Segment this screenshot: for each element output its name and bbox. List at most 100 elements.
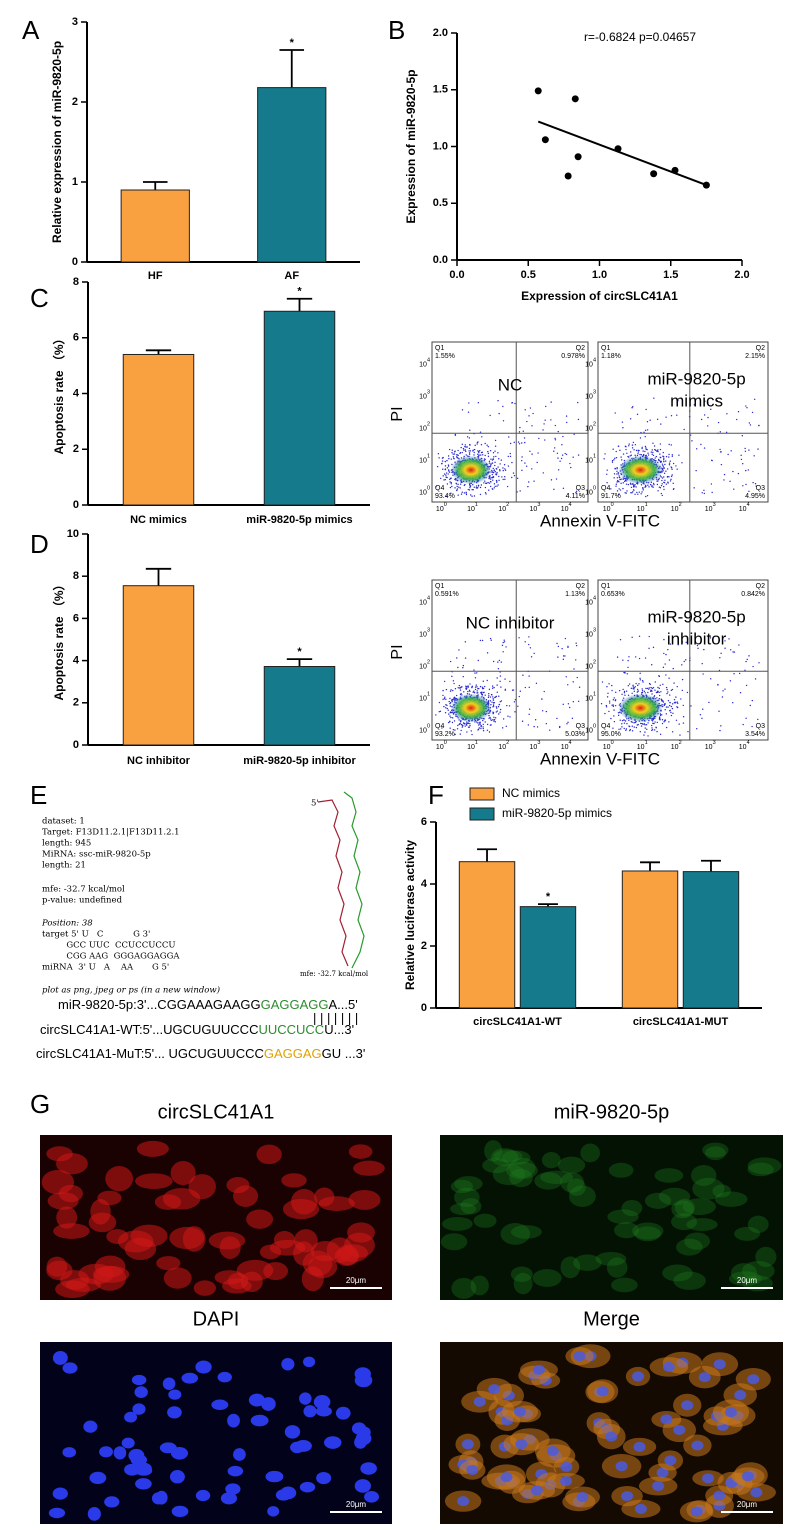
event-dot — [473, 692, 476, 694]
event-dot — [637, 690, 640, 692]
x-tick-label: 0.0 — [449, 269, 464, 281]
cell — [755, 1246, 777, 1267]
event-dot — [664, 719, 667, 721]
event-dot — [495, 711, 497, 713]
event-dot — [677, 644, 679, 646]
event-dot — [517, 705, 519, 708]
nucleus — [225, 1483, 241, 1495]
nucleus — [89, 1471, 107, 1484]
event-dot — [696, 727, 698, 730]
event-dot — [448, 700, 450, 703]
event-dot — [499, 701, 501, 703]
cell — [90, 1198, 111, 1225]
event-dot — [613, 697, 615, 699]
event-dot — [658, 459, 660, 461]
event-dot — [629, 455, 631, 457]
tick-base: 10 — [530, 744, 538, 751]
event-dot — [480, 451, 483, 454]
panel-label: E — [30, 780, 47, 810]
event-dot — [639, 679, 642, 681]
event-dot — [623, 719, 625, 721]
event-dot — [670, 689, 673, 692]
event-dot — [681, 462, 683, 464]
x-tick-label: 100 — [603, 740, 614, 750]
nucleus — [546, 1445, 559, 1456]
event-dot — [498, 475, 500, 478]
event-dot — [677, 637, 679, 639]
event-dot — [741, 435, 744, 437]
event-dot — [654, 689, 656, 691]
cell — [473, 1213, 497, 1228]
cell — [686, 1218, 718, 1231]
event-dot — [488, 717, 490, 719]
event-dot — [663, 652, 665, 655]
event-dot — [454, 487, 456, 489]
event-dot — [498, 479, 500, 482]
event-dot — [490, 693, 493, 696]
event-dot — [479, 685, 482, 688]
event-dot — [622, 688, 624, 691]
event-dot — [491, 488, 493, 490]
nucleus — [195, 1489, 211, 1502]
y-tick-label: 2.0 — [433, 27, 448, 39]
event-dot — [634, 686, 636, 688]
event-dot — [489, 485, 492, 488]
event-dot — [524, 409, 526, 411]
event-dot — [509, 716, 511, 718]
event-dot — [653, 397, 655, 399]
event-dot — [659, 714, 662, 717]
event-dot — [491, 459, 494, 461]
cell — [712, 1184, 732, 1198]
info-line: miRNA 3' U A AA G 5' — [42, 963, 169, 973]
event-dot — [448, 470, 450, 472]
cell — [702, 1142, 729, 1158]
event-dot — [656, 418, 659, 421]
event-dot — [439, 710, 442, 713]
event-dot — [513, 441, 515, 444]
tick-base: 10 — [585, 631, 593, 638]
event-dot — [653, 729, 656, 731]
event-dot — [629, 728, 632, 731]
y-axis-label: Expression of miR-9820-5p — [404, 69, 418, 223]
event-dot — [628, 656, 630, 658]
event-dot — [571, 717, 574, 720]
event-dot — [683, 428, 685, 431]
cell — [506, 1161, 538, 1180]
event-dot — [669, 701, 671, 704]
event-dot — [476, 690, 478, 692]
event-dot — [754, 483, 757, 485]
event-dot — [656, 483, 659, 486]
significance-mark: * — [297, 646, 302, 658]
event-dot — [646, 448, 648, 451]
event-dot — [507, 715, 509, 717]
event-dot — [641, 447, 643, 450]
event-dot — [560, 457, 563, 460]
tick-base: 10 — [419, 727, 427, 734]
cell — [658, 1187, 691, 1206]
cell — [684, 1232, 710, 1250]
event-dot — [482, 723, 484, 726]
event-dot — [499, 470, 501, 472]
event-dot — [492, 699, 495, 701]
event-dot — [481, 454, 484, 456]
cell — [130, 1224, 168, 1248]
tick-base: 10 — [603, 506, 611, 513]
event-dot — [647, 722, 649, 724]
event-dot — [678, 723, 680, 725]
event-dot — [631, 444, 634, 446]
event-dot — [561, 443, 563, 446]
bar — [621, 870, 679, 1009]
event-dot — [508, 705, 511, 707]
quadrant-value: 4.95% — [745, 493, 765, 500]
event-dot — [665, 470, 667, 472]
nucleus — [299, 1481, 316, 1493]
event-dot — [524, 641, 526, 643]
event-dot — [629, 482, 632, 485]
y-axis-label: PI — [389, 406, 406, 421]
event-dot — [492, 698, 494, 700]
event-dot — [524, 686, 527, 689]
event-dot — [531, 453, 533, 455]
nucleus — [62, 1447, 77, 1458]
cell — [470, 1275, 489, 1296]
event-dot — [663, 704, 665, 707]
